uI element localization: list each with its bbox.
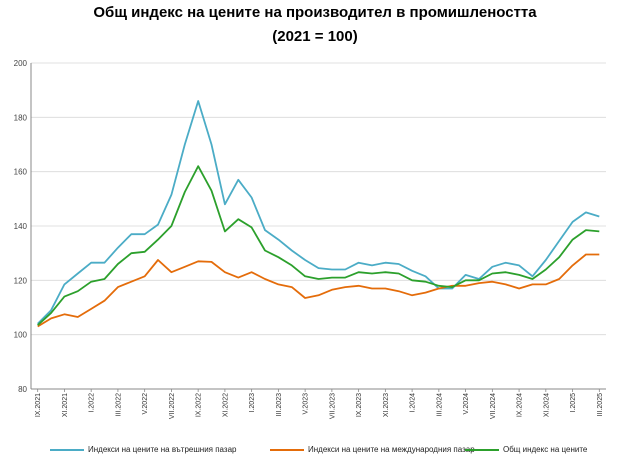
x-tick-label: I.2023 (249, 393, 256, 413)
x-tick-label: XI.2023 (383, 393, 390, 417)
x-tick-label: IX.2023 (356, 393, 363, 417)
x-tick-label: III.2022 (115, 393, 122, 416)
x-tick-label: I.2024 (410, 393, 417, 413)
x-tick-label: VII.2024 (490, 393, 497, 419)
series-line-domestic (37, 100, 600, 325)
x-tick-label: IX.2022 (196, 393, 203, 417)
y-tick-label: 180 (14, 113, 28, 122)
y-tick-labels: 80 100 120 140 160 180 200 (14, 59, 28, 394)
legend-label-international: Индекси на цените на международния пазар (308, 445, 475, 454)
x-tick-label: III.2023 (276, 393, 283, 416)
x-tick-label: V.2024 (463, 393, 470, 415)
series-line-total (37, 165, 600, 326)
legend-label-domestic: Индекси на цените на вътрешния пазар (88, 445, 237, 454)
legend-item-international: Индекси на цените на международния пазар (270, 445, 475, 454)
legend-item-domestic: Индекси на цените на вътрешния пазар (50, 445, 236, 454)
x-tick-label: V.2022 (142, 393, 149, 415)
x-tick-label: VII.2022 (169, 393, 176, 419)
y-tick-label: 120 (14, 276, 28, 285)
x-tick-label: III.2025 (597, 393, 604, 416)
grid-lines (31, 62, 606, 336)
legend-swatch-international (270, 448, 304, 451)
legend-label-total: Общ индекс на цените (503, 445, 588, 454)
x-tick-label: I.2025 (570, 393, 577, 413)
x-tick-label: XI.2024 (543, 393, 550, 417)
x-tick-label: XI.2022 (222, 393, 229, 417)
series-line-international (37, 253, 600, 328)
y-tick-label: 80 (18, 385, 27, 394)
x-tick-label: III.2024 (436, 393, 443, 416)
x-tick-label: XI.2021 (62, 393, 69, 417)
x-tick-label: IX.2024 (517, 393, 524, 417)
x-tick-labels: IX.2021 XI.2021 I.2022 III.2022 V.2022 VII.20… (35, 393, 604, 419)
x-tick-label: VII.2023 (329, 393, 336, 419)
y-tick-label: 140 (14, 222, 28, 231)
axes (30, 63, 606, 392)
x-tick-label: I.2022 (89, 393, 96, 413)
legend-swatch-domestic (50, 448, 84, 451)
chart-subtitle: (2021 = 100) (272, 28, 358, 45)
y-tick-label: 100 (14, 331, 28, 340)
legend-item-total: Общ индекс на цените (465, 445, 587, 454)
series-lines (37, 100, 600, 328)
x-tick-label: V.2023 (303, 393, 310, 415)
chart-title: Общ индекс на цените на производител в п… (93, 4, 537, 21)
line-chart: 80 100 120 140 160 180 200 IX.2021 XI.2021 I.202… (14, 59, 606, 419)
y-tick-label: 160 (14, 168, 28, 177)
y-tick-label: 200 (14, 59, 28, 68)
legend-swatch-total (465, 448, 499, 451)
x-tick-label: IX.2021 (35, 393, 42, 417)
